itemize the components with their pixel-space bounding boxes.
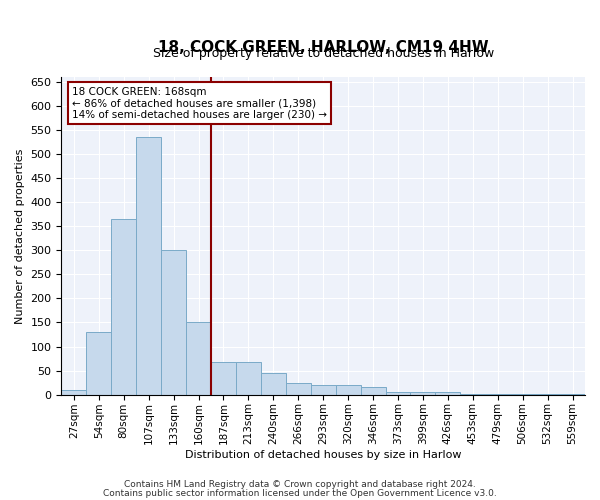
- Bar: [410, 392, 436, 394]
- Bar: [261, 373, 286, 394]
- Text: Contains public sector information licensed under the Open Government Licence v3: Contains public sector information licen…: [103, 489, 497, 498]
- Bar: [186, 322, 211, 394]
- Bar: [236, 362, 261, 394]
- Bar: [61, 390, 86, 394]
- Text: Size of property relative to detached houses in Harlow: Size of property relative to detached ho…: [152, 46, 494, 60]
- Bar: [161, 250, 186, 394]
- Bar: [136, 137, 161, 394]
- Bar: [311, 385, 335, 394]
- Bar: [111, 219, 136, 394]
- X-axis label: Distribution of detached houses by size in Harlow: Distribution of detached houses by size …: [185, 450, 461, 460]
- Text: 18 COCK GREEN: 168sqm
← 86% of detached houses are smaller (1,398)
14% of semi-d: 18 COCK GREEN: 168sqm ← 86% of detached …: [72, 86, 327, 120]
- Y-axis label: Number of detached properties: Number of detached properties: [15, 148, 25, 324]
- Bar: [386, 392, 410, 394]
- Bar: [436, 392, 460, 394]
- Bar: [211, 362, 236, 394]
- Title: 18, COCK GREEN, HARLOW, CM19 4HW: 18, COCK GREEN, HARLOW, CM19 4HW: [158, 40, 488, 55]
- Bar: [361, 388, 386, 394]
- Text: Contains HM Land Registry data © Crown copyright and database right 2024.: Contains HM Land Registry data © Crown c…: [124, 480, 476, 489]
- Bar: [86, 332, 111, 394]
- Bar: [335, 385, 361, 394]
- Bar: [286, 382, 311, 394]
